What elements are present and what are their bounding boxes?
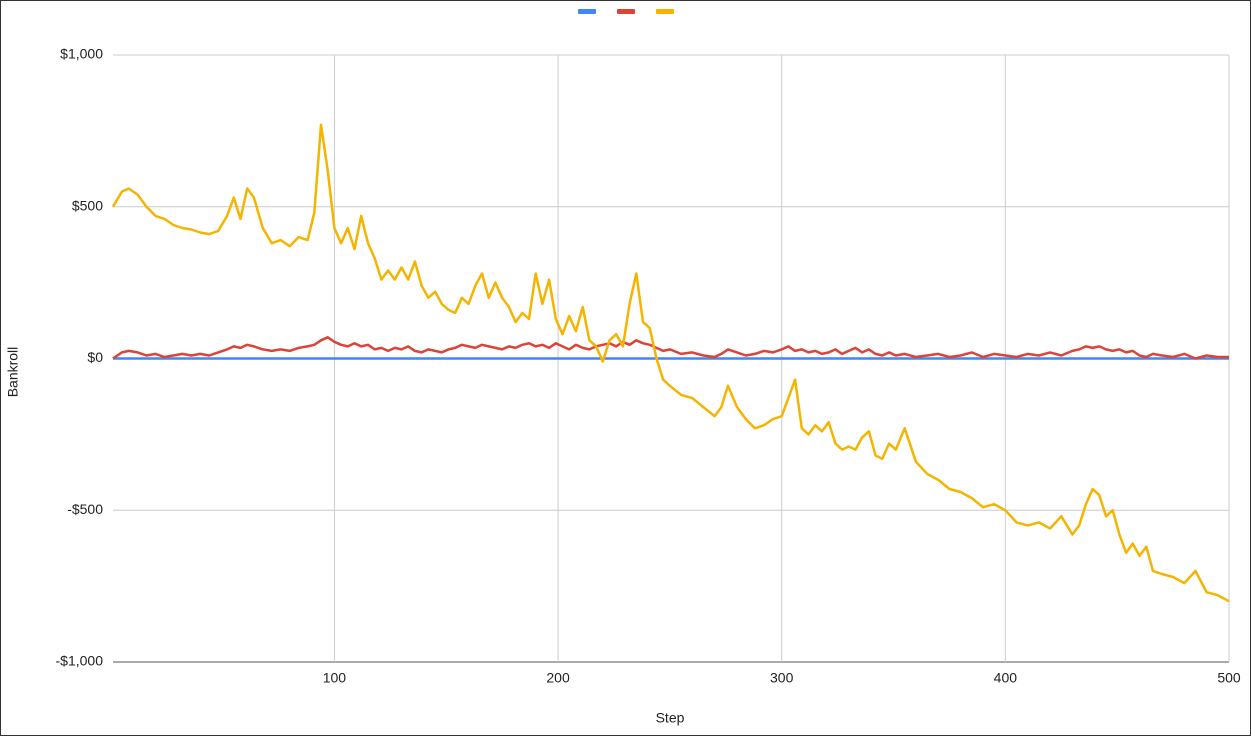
y-tick-label: $0 — [87, 349, 103, 365]
legend-swatch — [656, 9, 674, 14]
series-line — [111, 123, 1230, 603]
series-line — [112, 336, 1229, 360]
x-axis-title: Step — [656, 710, 685, 726]
x-tick-label: 200 — [546, 670, 570, 686]
y-axis-title: Bankroll — [5, 347, 21, 398]
x-tick-label: 400 — [994, 670, 1018, 686]
y-tick-label: -$1,000 — [56, 653, 104, 669]
legend-swatch — [617, 9, 635, 14]
x-tick-label: 100 — [323, 670, 347, 686]
x-tick-label: 500 — [1217, 670, 1241, 686]
legend-swatch — [578, 9, 596, 14]
y-tick-label: $1,000 — [60, 46, 103, 62]
x-tick-label: 300 — [770, 670, 794, 686]
plot — [111, 123, 1230, 603]
y-tick-label: -$500 — [67, 501, 103, 517]
y-tick-label: $500 — [72, 197, 103, 213]
